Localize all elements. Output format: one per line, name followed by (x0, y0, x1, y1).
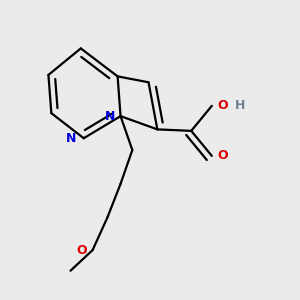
Text: O: O (218, 149, 228, 162)
Text: N: N (105, 110, 116, 123)
Text: H: H (235, 99, 245, 112)
Text: O: O (218, 99, 228, 112)
Text: O: O (76, 244, 87, 256)
Text: N: N (66, 132, 76, 145)
